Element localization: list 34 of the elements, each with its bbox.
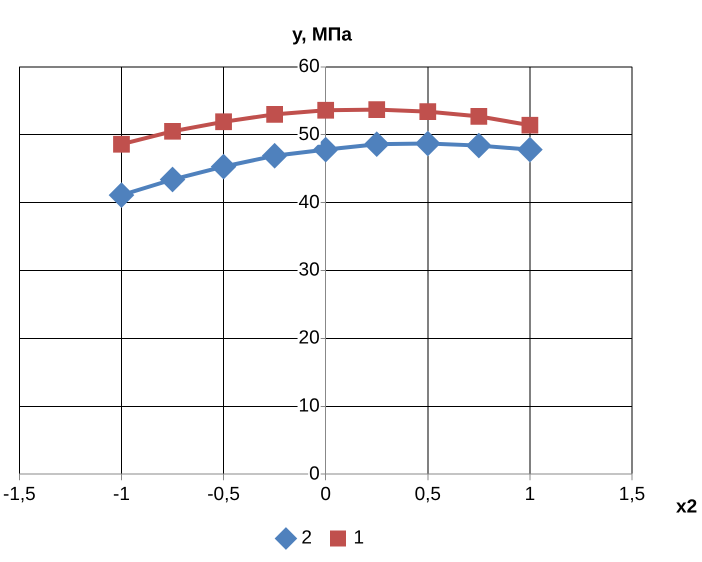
y-tick-label: 10 [298, 396, 320, 417]
x-tick-label: 1,5 [618, 484, 646, 505]
x-tick-label: -0,5 [207, 484, 240, 505]
y-tick-label: 30 [298, 260, 320, 281]
legend-label: 2 [301, 528, 312, 549]
point [419, 103, 436, 120]
point [164, 122, 181, 140]
point [215, 113, 232, 130]
y-tick-label: 20 [298, 328, 320, 349]
point [266, 106, 283, 123]
x-axis-title: x2 [676, 496, 698, 518]
y-tick-label: 50 [298, 124, 320, 145]
point [262, 144, 287, 168]
y-axis-title: y, МПа [292, 24, 352, 46]
point [522, 116, 538, 134]
point [160, 168, 185, 192]
point [364, 132, 389, 156]
point [317, 102, 334, 119]
y-tick-label: 60 [298, 56, 320, 78]
point [470, 108, 488, 125]
point [109, 183, 134, 208]
point [212, 154, 236, 179]
y-tick-label: 40 [298, 192, 320, 213]
x-tick-label: 0,5 [414, 484, 441, 505]
point [368, 101, 386, 118]
x-tick-label: -1 [113, 484, 130, 505]
legend-label: 1 [354, 528, 364, 549]
y-tick-label: 0 [309, 463, 320, 484]
point [416, 132, 440, 156]
x-tick-label: -1,5 [2, 484, 36, 505]
point [518, 138, 542, 162]
point [113, 136, 130, 153]
x-tick-label: 1 [524, 484, 536, 505]
point [466, 134, 491, 158]
